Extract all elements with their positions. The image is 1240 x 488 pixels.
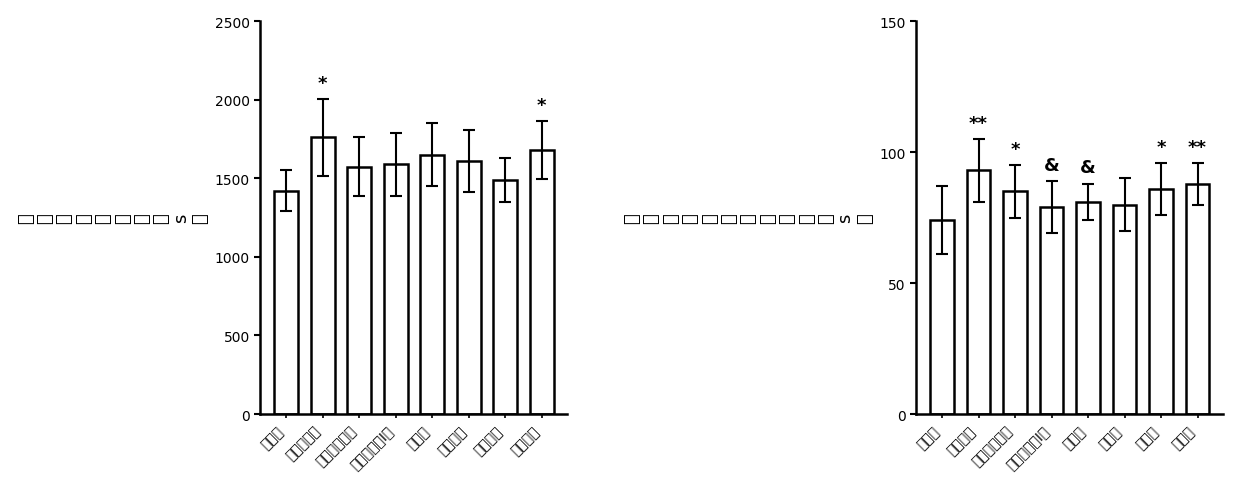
Text: &: &	[1044, 157, 1059, 175]
Bar	[311, 138, 335, 414]
Bar	[967, 171, 991, 414]
Text: **: **	[1188, 138, 1207, 156]
Bar	[1076, 203, 1100, 414]
Bar	[274, 191, 298, 414]
Bar	[1149, 189, 1173, 414]
Bar	[1112, 205, 1136, 414]
Bar	[529, 151, 553, 414]
Bar	[494, 181, 517, 414]
Bar	[384, 165, 408, 414]
Text: **: **	[968, 115, 988, 133]
Text: *: *	[1011, 141, 1019, 159]
Text: &: &	[1080, 159, 1096, 177]
Y-axis label: 耐
缺
氧
存
活
时
间
（
s
）: 耐 缺 氧 存 活 时 间 （ s ）	[16, 213, 210, 224]
Text: *: *	[317, 75, 327, 93]
Bar	[420, 155, 444, 414]
Bar	[1003, 192, 1027, 414]
Text: *: *	[537, 97, 547, 115]
Bar	[347, 167, 371, 414]
Bar	[930, 221, 954, 414]
Bar	[456, 162, 481, 414]
Bar	[1185, 184, 1209, 414]
Y-axis label: 不
完
全
脑
缺
血
存
活
时
间
（
s
）: 不 完 全 脑 缺 血 存 活 时 间 （ s ）	[622, 213, 874, 224]
Bar	[1039, 208, 1064, 414]
Text: *: *	[1156, 138, 1166, 156]
